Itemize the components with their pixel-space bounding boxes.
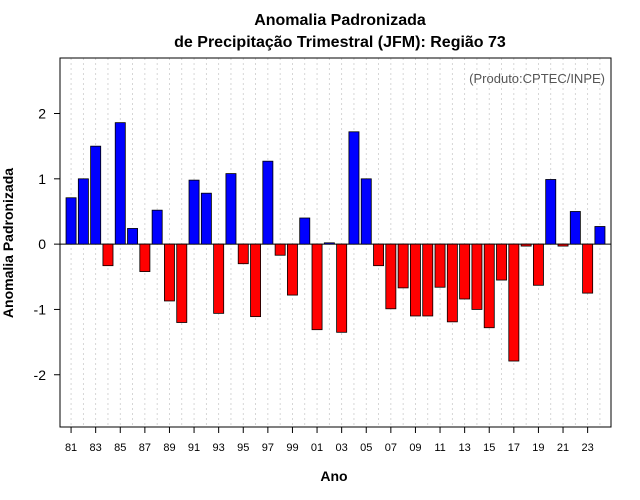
bar-2020 — [545, 179, 557, 245]
bar-2016 — [496, 243, 507, 281]
x-tick-label: 01 — [311, 442, 323, 454]
bar-1995 — [237, 243, 249, 265]
bar-2024 — [594, 226, 606, 245]
y-axis: -2 -1 0 1 2 — [34, 106, 60, 383]
bar-1992 — [200, 192, 212, 245]
x-tick-label: 13 — [459, 442, 471, 454]
bar-1999 — [287, 243, 298, 296]
x-tick-label: 85 — [114, 442, 126, 454]
x-tick-label: 21 — [557, 442, 569, 454]
source-label: (Produto:CPTEC/INPE) — [469, 71, 605, 86]
bar-2023 — [582, 243, 594, 294]
y-tick-label: -1 — [34, 301, 47, 317]
bar-2002 — [323, 242, 335, 245]
bar-1996 — [250, 243, 261, 318]
bar-2014 — [471, 243, 483, 310]
bar-2006 — [373, 243, 384, 267]
bar-1989 — [164, 243, 175, 302]
x-tick-label: 17 — [508, 442, 520, 454]
plot-frame — [59, 57, 612, 428]
bar-2003 — [336, 243, 348, 333]
x-tick-label: 15 — [483, 442, 495, 454]
bar-1993 — [213, 243, 225, 314]
grid-lines — [70, 58, 601, 427]
bar-1997 — [262, 160, 274, 245]
bar-2012 — [446, 243, 458, 323]
bar-2009 — [410, 243, 421, 317]
y-tick-label: 1 — [38, 171, 46, 187]
bar-2013 — [459, 243, 471, 300]
x-axis-title: Ano — [320, 468, 347, 484]
bar-2010 — [422, 243, 434, 317]
y-axis-title: Anomalia Padronizada — [0, 168, 16, 318]
bar-1994 — [225, 173, 237, 245]
chart-title-line1: Anomalia Padronizada — [254, 12, 426, 29]
x-tick-label: 81 — [65, 442, 77, 454]
bar-2004 — [348, 131, 360, 245]
y-tick-label: 2 — [38, 106, 46, 122]
x-tick-label: 83 — [90, 442, 102, 454]
bar-1998 — [274, 243, 286, 256]
bar-1983 — [90, 145, 102, 245]
bar-2000 — [299, 217, 311, 245]
bar-2021 — [557, 243, 569, 247]
x-tick-label: 99 — [286, 442, 298, 454]
bar-2015 — [483, 243, 495, 329]
x-tick-label: 09 — [409, 442, 421, 454]
x-tick-label: 03 — [336, 442, 348, 454]
x-tick-label: 91 — [188, 442, 200, 454]
x-tick-label: 93 — [213, 442, 225, 454]
y-tick-label: -2 — [34, 367, 47, 383]
bars — [65, 122, 606, 362]
bar-1985 — [114, 122, 126, 245]
bar-2001 — [311, 243, 323, 331]
bar-1987 — [139, 243, 151, 272]
bar-2005 — [360, 178, 372, 245]
bar-2008 — [397, 243, 409, 289]
bar-1986 — [127, 228, 139, 245]
bar-2019 — [532, 243, 544, 286]
bar-1982 — [77, 178, 89, 245]
bar-2017 — [508, 243, 520, 362]
chart-title-line2: de Precipitação Trimestral (JFM): Região… — [174, 34, 506, 51]
x-tick-label: 87 — [139, 442, 151, 454]
bar-1981 — [65, 197, 77, 245]
bar-1988 — [151, 209, 163, 245]
x-tick-label: 19 — [532, 442, 544, 454]
bar-2018 — [520, 243, 532, 247]
bar-2007 — [385, 243, 397, 310]
x-tick-label: 23 — [582, 442, 594, 454]
x-tick-label: 05 — [360, 442, 372, 454]
x-tick-label: 97 — [262, 442, 274, 454]
bar-1990 — [176, 243, 188, 323]
bar-2022 — [569, 211, 581, 245]
x-tick-label: 89 — [163, 442, 175, 454]
x-axis: 81 83 85 87 89 91 93 95 97 99 01 03 05 07 09 11 13 15 17 19… — [65, 427, 594, 454]
x-tick-label: 07 — [385, 442, 397, 454]
bar-1991 — [188, 179, 200, 245]
x-tick-label: 95 — [237, 442, 249, 454]
y-tick-label: 0 — [38, 236, 46, 252]
x-tick-label: 11 — [434, 442, 445, 454]
bar-2011 — [434, 243, 446, 288]
bar-1984 — [102, 243, 114, 267]
